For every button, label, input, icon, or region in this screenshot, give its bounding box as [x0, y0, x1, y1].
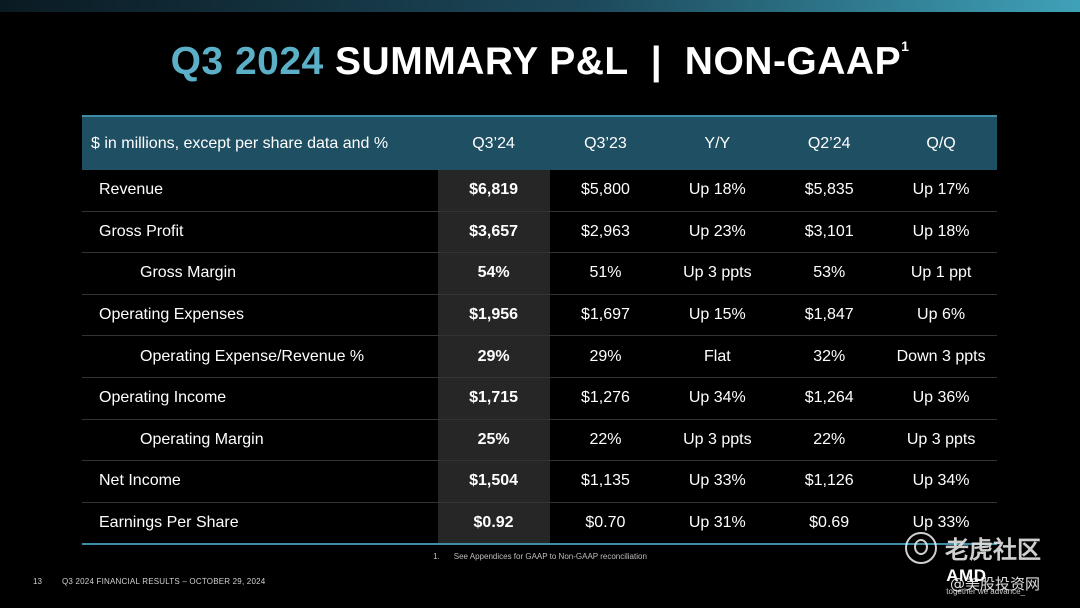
cell-q2-24: $1,847	[804, 306, 854, 324]
cell-q2-24: 32%	[813, 347, 846, 365]
row-label: Operating Expenses	[99, 306, 244, 324]
cell-yoy: Up 18%	[688, 181, 746, 199]
cell-q2-24: $1,126	[804, 472, 854, 490]
cell-q3-23: $2,963	[580, 222, 630, 240]
table-row-eps: Earnings Per Share $0.92 $0.70 Up 31% $0…	[82, 503, 997, 546]
current-quarter-column-highlight	[438, 168, 550, 546]
cell-q3-23: $1,697	[580, 306, 630, 324]
cell-q3-23: 29%	[589, 347, 622, 365]
row-label: Net Income	[99, 472, 181, 490]
cell-yoy: Up 23%	[688, 222, 746, 240]
row-label: Gross Profit	[99, 222, 184, 240]
cell-q3-23: 22%	[589, 430, 622, 448]
header-q2-24: Q2’24	[807, 134, 851, 152]
table-row-gross-margin: Gross Margin 54% 51% Up 3 ppts 53% Up 1 …	[82, 253, 997, 295]
footnote-number: 1.	[433, 552, 440, 561]
title-accent: Q3 2024	[170, 40, 324, 83]
tiger-logo-icon	[905, 531, 937, 564]
row-label: Earnings Per Share	[99, 514, 239, 532]
cell-yoy: Flat	[704, 347, 731, 365]
cell-qoq: Up 6%	[917, 306, 966, 324]
cell-qoq: Up 34%	[912, 472, 970, 490]
table-header-row: $ in millions, except per share data and…	[82, 115, 997, 170]
header-q3-24: Q3’24	[472, 134, 515, 152]
watermark-primary-text: 老虎社区	[945, 536, 1041, 564]
cell-qoq: Up 3 ppts	[906, 430, 976, 448]
footnote: 1. See Appendices for GAAP to Non-GAAP re…	[0, 552, 1080, 561]
title-footnote-marker: 1	[901, 38, 910, 54]
table-row-opex-revenue-pct: Operating Expense/Revenue % 29% 29% Flat…	[82, 336, 997, 378]
row-label: Operating Income	[99, 389, 227, 407]
table-row-operating-income: Operating Income $1,715 $1,276 Up 34% $1…	[82, 378, 997, 420]
footnote-text: See Appendices for GAAP to Non-GAAP reco…	[453, 552, 647, 561]
cell-q2-24: $1,264	[804, 389, 854, 407]
cell-q3-24: 54%	[477, 264, 510, 282]
cell-yoy: Up 31%	[688, 514, 746, 532]
cell-q2-24: $0.69	[809, 514, 850, 532]
cell-q3-23: $0.70	[585, 514, 626, 532]
row-label: Gross Margin	[140, 264, 237, 282]
cell-qoq: Up 36%	[912, 389, 970, 407]
cell-q2-24: 53%	[813, 264, 846, 282]
page-number: 13	[33, 577, 42, 586]
cell-yoy: Up 15%	[688, 306, 746, 324]
watermark-community: 老虎社区	[905, 530, 1041, 565]
cell-q3-24: $6,819	[469, 181, 519, 199]
cell-yoy: Up 33%	[688, 472, 746, 490]
cell-q3-24: $1,715	[469, 389, 519, 407]
cell-yoy: Up 3 ppts	[683, 430, 752, 448]
cell-q3-23: $5,800	[580, 181, 630, 199]
cell-qoq: Down 3 ppts	[896, 347, 986, 365]
cell-q3-23: $1,135	[580, 472, 630, 490]
cell-q2-24: $5,835	[804, 181, 854, 199]
slide-title: Q3 2024 SUMMARY P&L | NON-GAAP1	[0, 38, 1080, 84]
cell-q3-24: 25%	[477, 430, 510, 448]
pl-summary-table: $ in millions, except per share data and…	[82, 115, 997, 546]
header-label: $ in millions, except per share data and…	[91, 134, 389, 152]
header-qoq: Q/Q	[926, 134, 956, 152]
table-row-operating-expenses: Operating Expenses $1,956 $1,697 Up 15% …	[82, 295, 997, 337]
cell-yoy: Up 34%	[688, 389, 746, 407]
cell-yoy: Up 3 ppts	[683, 264, 752, 282]
logo-brand: AMD	[946, 566, 987, 585]
cell-qoq: Up 33%	[912, 514, 970, 532]
logo-tagline: together we advance_	[946, 587, 1025, 596]
title-main: SUMMARY P&L | NON-GAAP	[335, 40, 902, 83]
footer-text: Q3 2024 FINANCIAL RESULTS – OCTOBER 29, …	[62, 577, 266, 586]
table-row-gross-profit: Gross Profit $3,657 $2,963 Up 23% $3,101…	[82, 212, 997, 254]
table-row-revenue: Revenue $6,819 $5,800 Up 18% $5,835 Up 1…	[82, 170, 997, 212]
cell-q3-24: $3,657	[469, 222, 519, 240]
top-accent-bar	[0, 0, 1080, 12]
header-yoy: Y/Y	[704, 134, 731, 152]
cell-q2-24: 22%	[813, 430, 846, 448]
cell-qoq: Up 1 ppt	[910, 264, 972, 282]
watermark-secondary: @美股投资网	[950, 575, 1041, 593]
cell-q3-24: 29%	[477, 347, 510, 365]
amd-logo: AMD together we advance_	[946, 566, 1025, 596]
row-label: Operating Expense/Revenue %	[140, 347, 365, 365]
cell-q3-23: 51%	[589, 264, 622, 282]
row-label: Operating Margin	[140, 430, 264, 448]
cell-q3-24: $1,956	[469, 306, 519, 324]
cell-q2-24: $3,101	[804, 222, 854, 240]
header-q3-23: Q3’23	[584, 134, 627, 152]
cell-q3-23: $1,276	[580, 389, 630, 407]
table-row-operating-margin: Operating Margin 25% 22% Up 3 ppts 22% U…	[82, 420, 997, 462]
cell-q3-24: $1,504	[469, 472, 519, 490]
cell-qoq: Up 18%	[912, 222, 970, 240]
row-label: Revenue	[99, 181, 164, 199]
cell-q3-24: $0.92	[473, 514, 514, 532]
cell-qoq: Up 17%	[912, 181, 970, 199]
table-row-net-income: Net Income $1,504 $1,135 Up 33% $1,126 U…	[82, 461, 997, 503]
